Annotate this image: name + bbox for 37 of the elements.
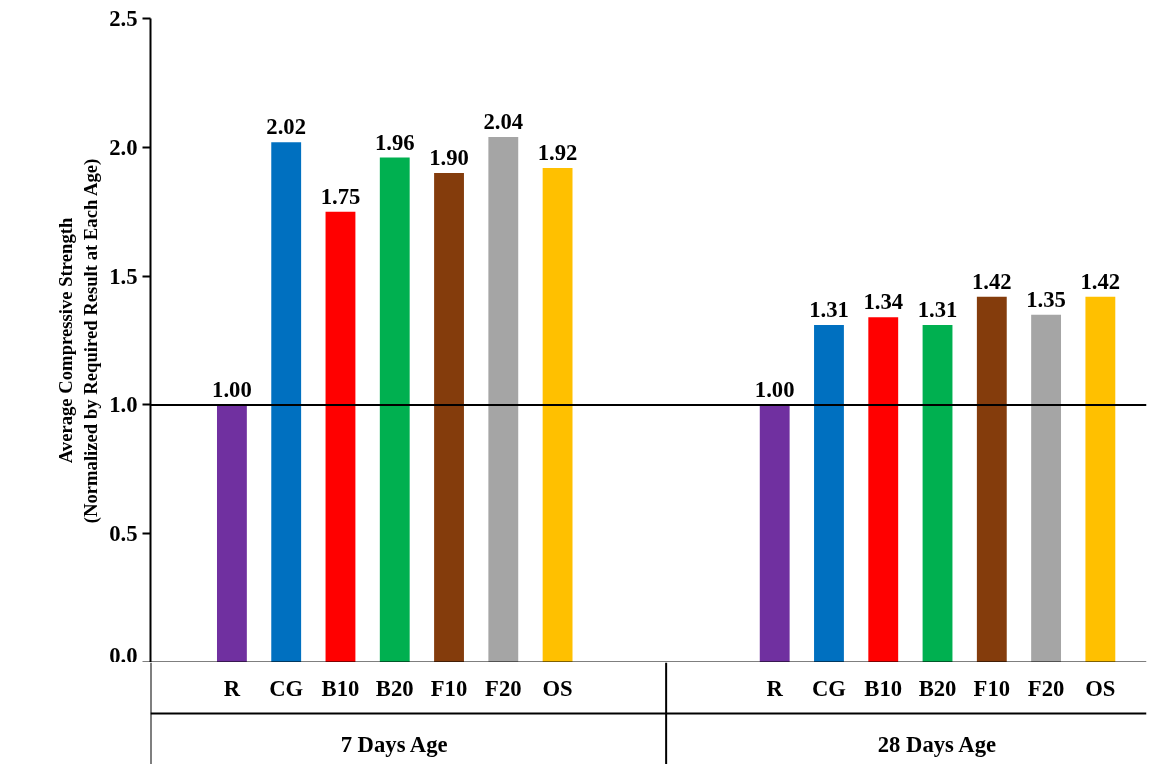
data-label: 1.96 [374, 129, 415, 155]
x-tick-label: F20 [1027, 675, 1065, 701]
x-tick-label: OS [542, 675, 573, 701]
y-tick-label: 0.5 [109, 521, 138, 547]
data-label: 1.31 [917, 297, 958, 323]
y-tick-label: 2.5 [109, 6, 138, 31]
y-tick-label: 1.0 [109, 392, 138, 418]
data-label: 1.31 [809, 297, 849, 323]
data-label: 1.42 [971, 268, 1012, 294]
data-label: 1.75 [320, 183, 361, 209]
data-label: 2.02 [266, 114, 307, 140]
data-label: 1.42 [1080, 268, 1121, 294]
x-tick-label: F10 [973, 675, 1011, 701]
y-tick-label: 1.5 [109, 263, 138, 289]
x-tick-label: B10 [321, 675, 360, 701]
data-label: 1.35 [1026, 286, 1066, 312]
x-tick-label: B20 [918, 675, 957, 701]
x-tick-label: B10 [864, 675, 903, 701]
y-tick-label: 2.0 [109, 134, 138, 160]
x-tick-label: R [766, 675, 784, 701]
data-label: 1.00 [212, 376, 252, 402]
x-tick-label: OS [1085, 675, 1116, 701]
x-tick-label: B20 [375, 675, 414, 701]
data-label: 1.90 [429, 145, 469, 171]
y-tick-label: 0.0 [109, 642, 138, 668]
text: 28 Days Age [877, 731, 997, 757]
x-tick-label: R [223, 675, 241, 701]
x-tick-label: CG [269, 675, 304, 701]
data-label: 1.00 [754, 376, 795, 402]
x-tick-label: CG [811, 675, 846, 701]
data-label: 1.92 [537, 139, 578, 165]
data-label: 2.04 [483, 109, 524, 134]
data-label: 1.34 [863, 289, 904, 315]
x-tick-label: F20 [485, 675, 522, 701]
text: 7 Days Age [340, 731, 448, 757]
y-axis-title: Average Compressive Strength (Normalized by Required Result at Each Age) [54, 158, 103, 524]
x-tick-label: F10 [430, 675, 468, 701]
